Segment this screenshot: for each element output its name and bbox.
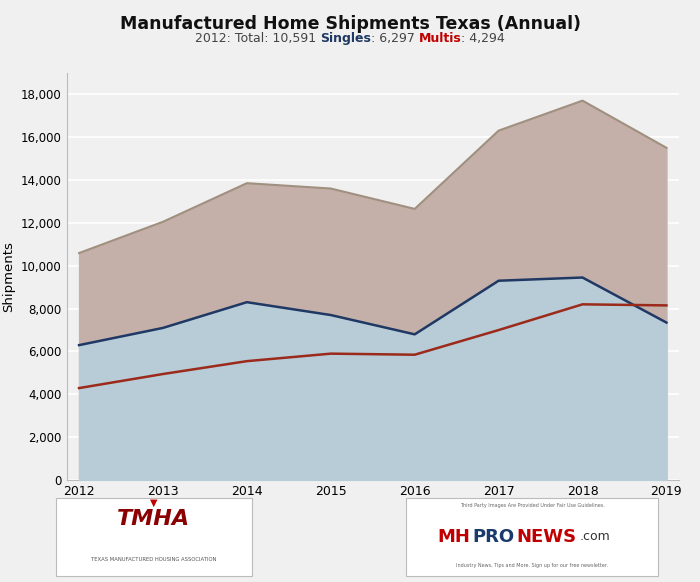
Text: Industry News, Tips and More. Sign up for our free newsletter.: Industry News, Tips and More. Sign up fo… (456, 563, 608, 568)
FancyBboxPatch shape (56, 498, 252, 576)
Text: 2012: Total: 10,591: 2012: Total: 10,591 (195, 32, 320, 45)
Text: NEWS: NEWS (517, 528, 577, 546)
Text: TEXAS MANUFACTURED HOUSING ASSOCIATION: TEXAS MANUFACTURED HOUSING ASSOCIATION (91, 557, 217, 562)
Text: Multis: Multis (419, 32, 461, 45)
FancyBboxPatch shape (406, 498, 658, 576)
Text: Third Party Images Are Provided Under Fair Use Guidelines.: Third Party Images Are Provided Under Fa… (460, 503, 604, 508)
Text: Singles: Singles (320, 32, 371, 45)
Text: : 4,294: : 4,294 (461, 32, 505, 45)
Text: Manufactured Home Shipments Texas (Annual): Manufactured Home Shipments Texas (Annua… (120, 15, 580, 33)
Text: .com: .com (580, 530, 610, 544)
Y-axis label: Shipments: Shipments (2, 241, 15, 312)
Text: MH: MH (438, 528, 470, 546)
Text: PRO: PRO (473, 528, 514, 546)
Text: TMHA: TMHA (118, 509, 190, 529)
Text: : 6,297: : 6,297 (371, 32, 419, 45)
Text: ▼: ▼ (150, 498, 158, 508)
